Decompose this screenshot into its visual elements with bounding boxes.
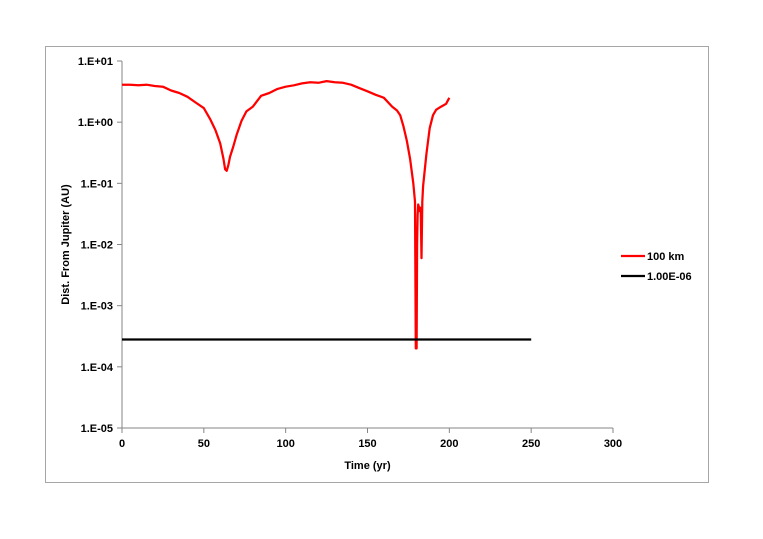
x-axis-title: Time (yr): [344, 460, 391, 472]
x-tick-label: 0: [119, 438, 125, 450]
x-tick-label: 300: [604, 438, 622, 450]
legend-label: 100 km: [647, 251, 685, 263]
x-ticks: 0 50 100 150 200 250 300: [119, 428, 622, 450]
y-tick-label: 1.E-03: [81, 301, 113, 313]
legend-label: 1.00E-06: [647, 271, 692, 283]
axes: [121, 61, 613, 429]
y-tick-label: 1.E+00: [78, 117, 113, 129]
series-line-1: [122, 79, 451, 350]
y-ticks: 1.E+01 1.E+00 1.E-01 1.E-02 1.E-03 1.E-04 1.E-…: [78, 56, 122, 435]
y-tick-label: 1.E-04: [81, 362, 114, 374]
y-tick-label: 1.E+01: [78, 56, 113, 68]
legend: 100 km 1.00E-06: [621, 251, 692, 283]
y-axis-title: Dist. From Jupiter (AU): [60, 184, 72, 305]
y-tick-label: 1.E-05: [81, 423, 113, 435]
x-tick-label: 250: [522, 438, 540, 450]
chart-area: [45, 46, 709, 483]
x-tick-label: 150: [358, 438, 376, 450]
y-tick-label: 1.E-02: [81, 240, 113, 252]
series-layer: [122, 79, 532, 350]
x-tick-label: 50: [198, 438, 210, 450]
x-tick-label: 200: [440, 438, 458, 450]
y-tick-label: 1.E-01: [81, 178, 113, 190]
x-tick-label: 100: [276, 438, 294, 450]
